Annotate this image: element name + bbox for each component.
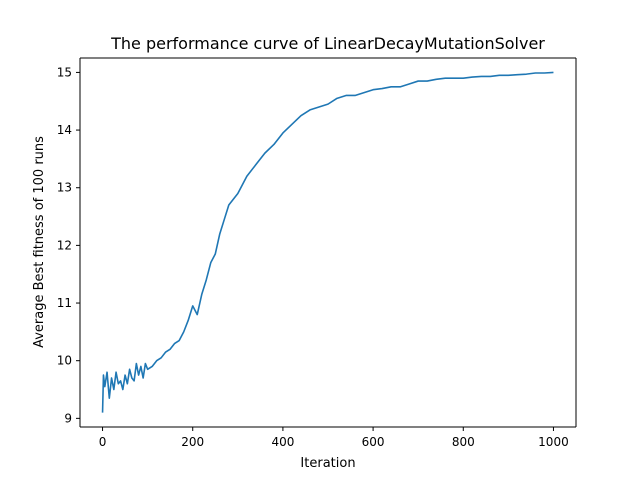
x-tick-label: 200 [181,435,204,449]
x-tick-label: 400 [271,435,294,449]
y-tick-label: 12 [57,238,72,252]
series-line [101,71,554,413]
y-tick-label: 9 [64,411,72,425]
y-tick-label: 15 [57,65,72,79]
x-axis-label: Iteration [300,456,355,471]
y-tick-label: 10 [57,354,72,368]
plot-area: 0 200 400 600 800 1000 9 10 11 12 13 14 15 [57,57,577,449]
y-axis-label: Average Best fitness of 100 runs [32,136,47,348]
chart-title: The performance curve of LinearDecayMuta… [110,34,545,53]
x-tick-label: 600 [362,435,385,449]
x-tick-label: 0 [99,435,107,449]
y-tick-label: 14 [57,123,72,137]
x-tick-label: 1000 [538,435,569,449]
series-layer [101,71,554,413]
y-tick-label: 13 [57,181,72,195]
x-tick-label: 800 [452,435,475,449]
y-tick-label: 11 [57,296,72,310]
x-ticks: 0 200 400 600 800 1000 [99,427,569,449]
y-ticks: 9 10 11 12 13 14 15 [57,65,80,425]
